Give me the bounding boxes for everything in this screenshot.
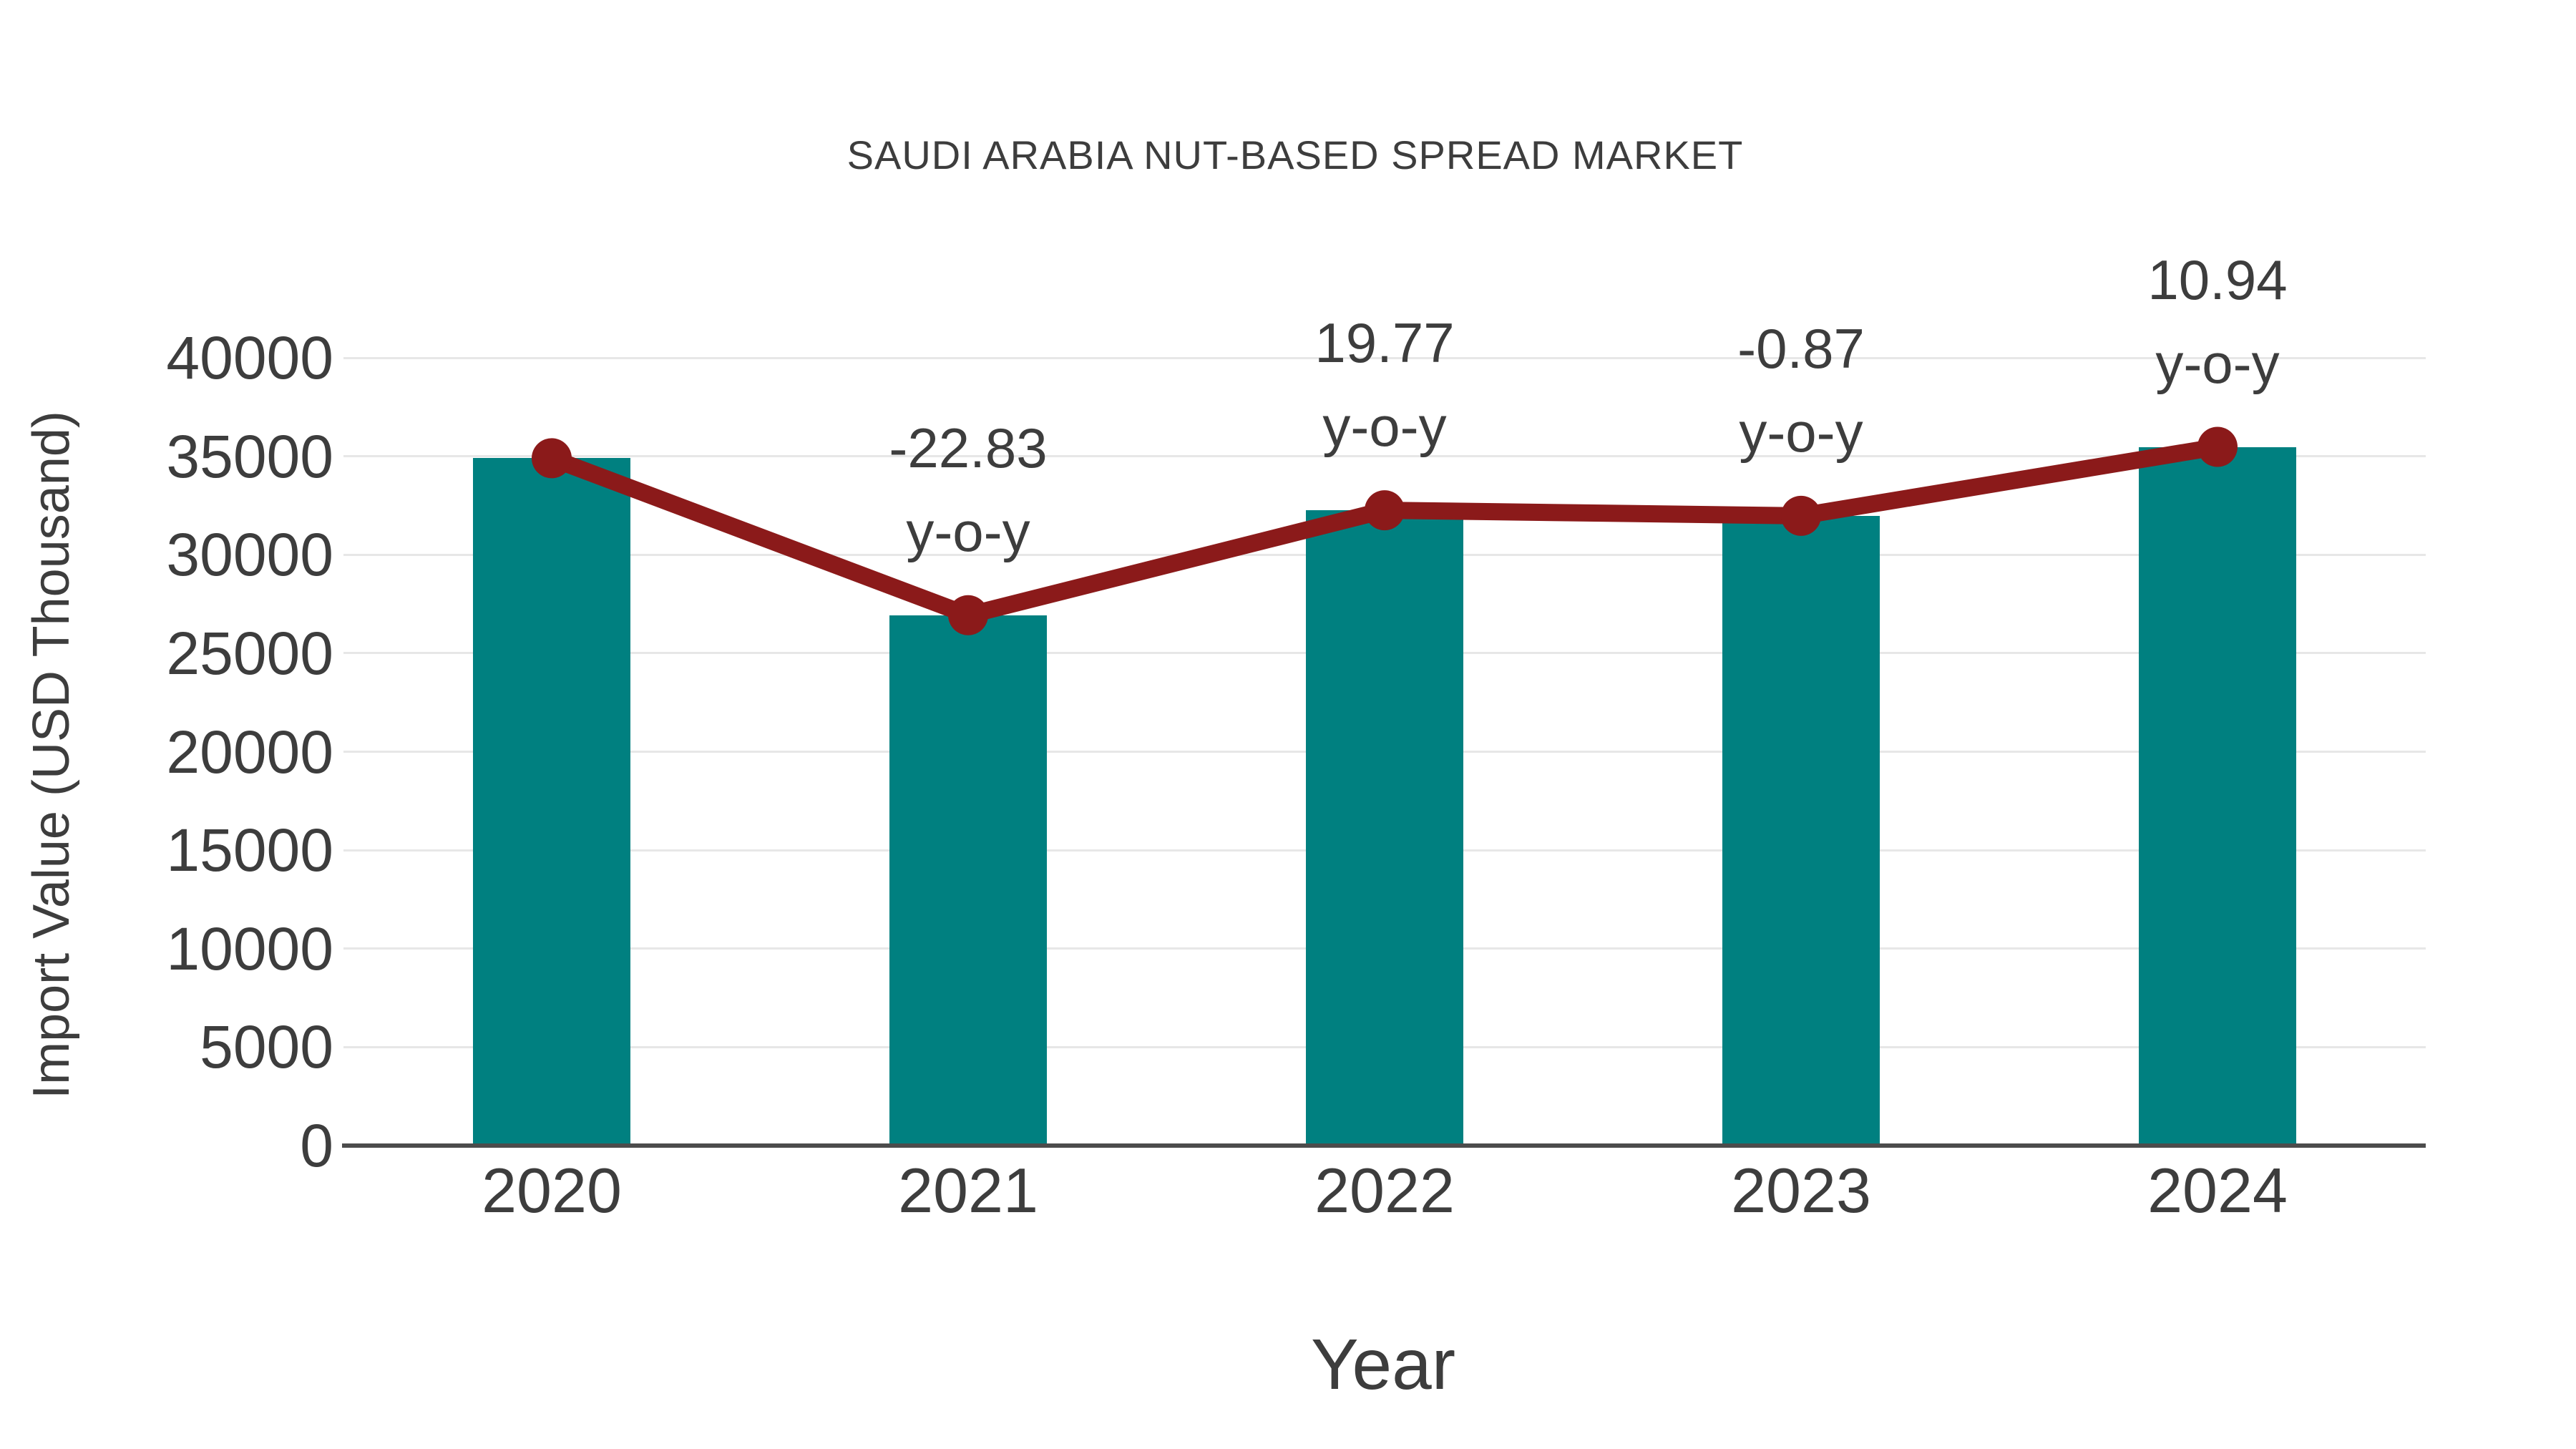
bar-2024 <box>2139 447 2296 1146</box>
gridline <box>343 356 2426 359</box>
bar-2022 <box>1306 510 1463 1146</box>
bar-2021 <box>889 615 1047 1146</box>
y-tick-label: 0 <box>300 1112 333 1179</box>
x-tick-label-2023: 2023 <box>1731 1155 1871 1226</box>
x-tick-label-2020: 2020 <box>482 1155 622 1226</box>
bar-2020 <box>473 458 630 1146</box>
yoy-annotation-2023: -0.87 y-o-y <box>1737 307 1865 474</box>
y-tick-label: 5000 <box>200 1013 333 1081</box>
y-tick-label: 40000 <box>166 324 333 391</box>
y-axis-title: Import Value (USD Thousand) <box>23 411 80 1099</box>
yoy-suffix: y-o-y <box>906 499 1030 563</box>
y-tick-label: 15000 <box>166 816 333 884</box>
yoy-annotation-2021: -22.83 y-o-y <box>889 406 1047 574</box>
x-tick-label-2024: 2024 <box>2147 1155 2288 1226</box>
yoy-value: 10.94 <box>2147 248 2288 311</box>
yoy-annotation-2024: 10.94 y-o-y <box>2147 238 2287 406</box>
yoy-value: -22.83 <box>889 416 1048 479</box>
x-axis-line <box>342 1143 2426 1148</box>
y-tick-label: 25000 <box>166 619 333 687</box>
yoy-annotation-2022: 19.77 y-o-y <box>1314 301 1454 469</box>
y-tick-label: 10000 <box>166 914 333 982</box>
y-tick-label: 35000 <box>166 422 333 490</box>
yoy-suffix: y-o-y <box>1322 395 1447 459</box>
yoy-suffix: y-o-y <box>2155 331 2280 395</box>
yoy-value: -0.87 <box>1737 316 1865 380</box>
y-tick-label: 20000 <box>166 718 333 786</box>
x-axis-title: Year <box>1310 1324 1456 1405</box>
yoy-suffix: y-o-y <box>1739 400 1863 464</box>
yoy-value: 19.77 <box>1314 311 1455 375</box>
chart-title: SAUDI ARABIA NUT-BASED SPREAD MARKET <box>847 132 1744 177</box>
bar-2023 <box>1722 515 1880 1146</box>
x-tick-label-2021: 2021 <box>898 1155 1038 1226</box>
y-tick-label: 30000 <box>166 521 333 589</box>
x-tick-label-2022: 2022 <box>1314 1155 1455 1226</box>
